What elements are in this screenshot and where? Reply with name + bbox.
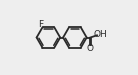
Text: F: F xyxy=(38,20,43,29)
Text: O: O xyxy=(87,44,94,53)
Text: OH: OH xyxy=(93,30,107,39)
